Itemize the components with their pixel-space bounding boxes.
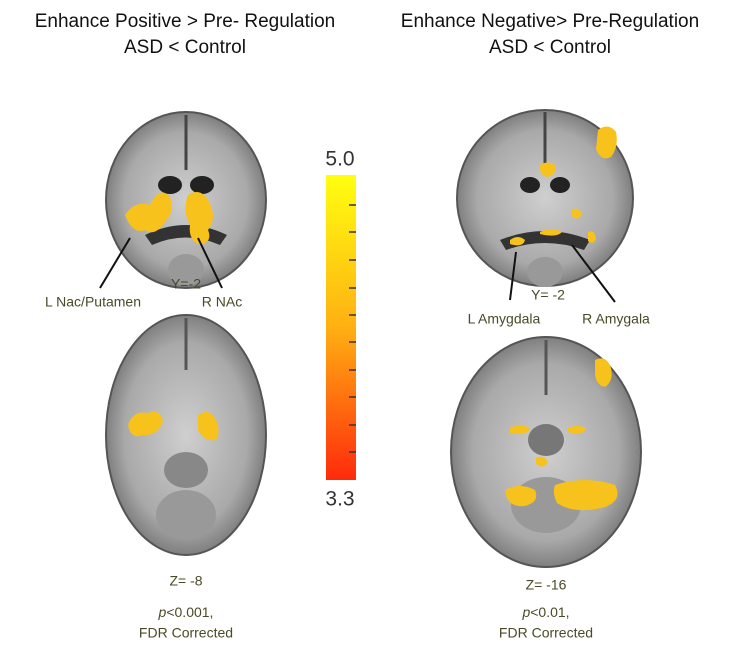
correction: FDR Corrected [139, 625, 233, 641]
colorbar [326, 175, 356, 480]
axial-brain [106, 315, 266, 555]
slice-label: Y= -2 [531, 287, 565, 303]
slice-label: Z= -8 [169, 573, 202, 589]
slice-label: Z= -16 [526, 577, 567, 593]
p-symbol: p [521, 604, 530, 620]
coronal-brain [457, 110, 633, 287]
region-label: L Nac/Putamen [45, 294, 141, 310]
colorbar-min: 3.3 [325, 488, 354, 511]
threshold: p<0.01, [521, 604, 569, 620]
correction: FDR Corrected [499, 625, 593, 641]
region-label: R Amygala [582, 311, 650, 327]
slice-label: Y=-2 [171, 276, 201, 292]
title: Enhance Negative> Pre-Regulation [401, 11, 699, 32]
p-value: <0.001, [166, 604, 213, 620]
colorbar-max: 5.0 [325, 148, 354, 171]
p-value: <0.01, [530, 604, 569, 620]
axial-brain [451, 337, 641, 567]
region-label: R NAc [202, 294, 242, 310]
threshold: p<0.001, [158, 604, 214, 620]
coronal-brain [106, 112, 266, 288]
p-symbol: p [158, 604, 167, 620]
region-label: L Amygdala [468, 311, 541, 327]
subtitle: ASD < Control [489, 37, 611, 58]
title: Enhance Positive > Pre- Regulation [35, 11, 335, 32]
subtitle: ASD < Control [124, 37, 246, 58]
figure: Enhance Positive > Pre- Regulation ASD <… [0, 0, 734, 645]
